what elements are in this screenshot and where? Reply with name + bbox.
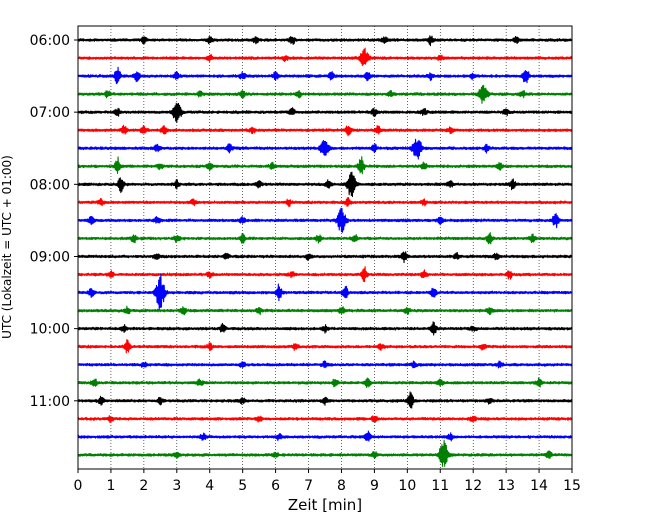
x-tick-label: 14 [530,478,548,494]
x-tick-label: 15 [563,478,581,494]
trace-0630 [77,66,573,85]
x-tick-label: 4 [205,478,214,494]
trace-1130 [77,430,573,442]
trace-1045 [77,377,573,389]
trace-0715 [77,124,573,137]
trace-0915 [77,266,573,283]
y-tick-label: 07:00 [30,105,70,121]
x-tick-label: 7 [304,478,313,494]
trace-1145 [77,439,573,467]
trace-1015 [77,338,573,354]
x-axis-ticks: 0 1 2 3 4 5 6 7 8 9 10 11 12 13 14 15 [74,469,581,494]
y-tick-label: 10:00 [30,322,70,338]
trace-0645 [77,84,573,104]
trace-0615 [77,47,573,67]
trace-0830 [77,207,573,233]
trace-0845 [77,232,573,245]
trace-0800 [77,171,573,198]
y-tick-label: 11:00 [30,394,70,410]
x-tick-label: 2 [139,478,148,494]
trace-1100 [77,391,573,409]
y-tick-label: 06:00 [30,33,70,49]
x-axis-label: Zeit [min] [288,496,362,514]
x-tick-label: 12 [464,478,482,494]
trace-0815 [77,197,573,208]
trace-0900 [77,251,573,264]
y-axis-label: UTC (Lokalzeit = UTC + 01:00) [0,155,14,339]
trace-0700 [77,102,573,124]
trace-1000 [77,321,573,336]
x-tick-label: 0 [74,478,83,494]
seismic-traces [77,35,573,467]
trace-0945 [77,305,573,316]
trace-0600 [77,35,573,47]
x-tick-label: 11 [431,478,449,494]
x-tick-label: 10 [398,478,416,494]
plot-frame [77,25,573,470]
x-tick-label: 9 [370,478,379,494]
grid-lines [110,26,540,469]
x-tick-label: 8 [337,478,346,494]
x-tick-label: 3 [172,478,181,494]
x-tick-label: 13 [497,478,515,494]
y-tick-label: 09:00 [30,249,70,265]
trace-0930 [77,273,573,311]
x-tick-label: 6 [271,478,280,494]
trace-1115 [77,415,573,423]
trace-0730 [77,138,573,160]
y-tick-label: 08:00 [30,177,70,193]
trace-1030 [77,360,573,369]
x-tick-label: 5 [238,478,247,494]
x-tick-label: 1 [106,478,115,494]
y-axis-ticks: 06:00 07:00 08:00 09:00 10:00 11:00 [30,33,78,410]
trace-0745 [77,156,573,175]
